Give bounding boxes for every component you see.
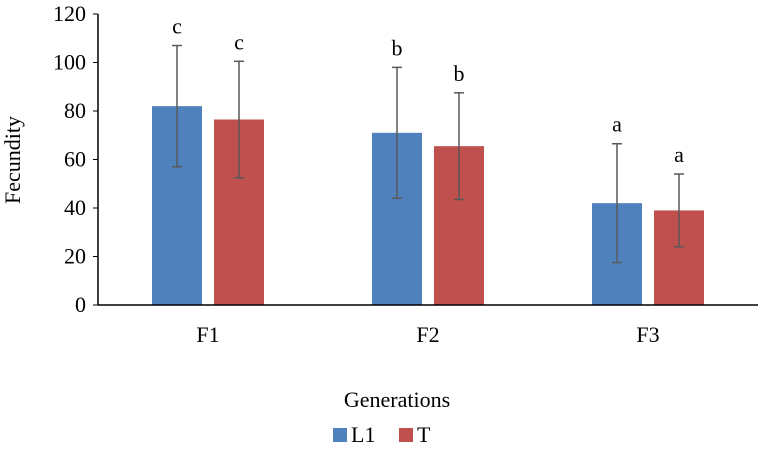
y-tick-label: 20 — [64, 244, 86, 269]
significance-letter: c — [172, 14, 182, 39]
y-axis-ticks: 0 20 40 60 80 100 120 — [53, 1, 98, 317]
y-tick-label: 80 — [64, 98, 86, 123]
y-tick-label: 60 — [64, 147, 86, 172]
y-tick-label: 40 — [64, 195, 86, 220]
error-bars — [172, 44, 684, 264]
x-tick-label: F3 — [636, 322, 659, 347]
y-tick-label: 0 — [75, 292, 86, 317]
legend-swatch-T — [399, 428, 413, 442]
x-axis-label: Generations — [344, 387, 450, 412]
y-tick-label: 100 — [53, 50, 86, 75]
legend-label-T: T — [417, 422, 431, 447]
legend: L1 T — [333, 422, 431, 447]
y-axis-label: Fecundity — [0, 116, 25, 204]
x-axis-category-labels: F1 F2 F3 — [196, 322, 659, 347]
significance-labels: c c b b a a — [172, 14, 684, 168]
legend-label-L1: L1 — [351, 422, 375, 447]
legend-swatch-L1 — [333, 428, 347, 442]
significance-letter: a — [674, 142, 684, 167]
x-tick-label: F1 — [196, 322, 219, 347]
significance-letter: c — [234, 29, 244, 54]
significance-letter: b — [454, 61, 465, 86]
y-tick-label: 120 — [53, 1, 86, 26]
x-tick-label: F2 — [416, 322, 439, 347]
significance-letter: b — [392, 35, 403, 60]
significance-letter: a — [612, 112, 622, 137]
